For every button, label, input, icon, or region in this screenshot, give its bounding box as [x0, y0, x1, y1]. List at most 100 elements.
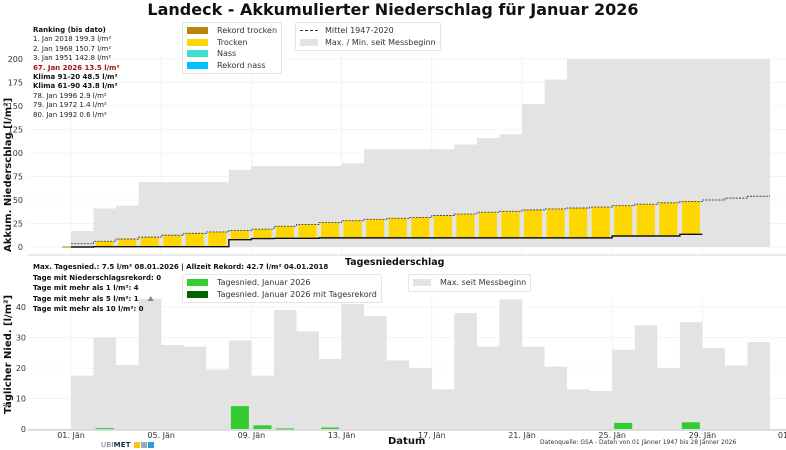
stat-line: Tage mit mehr als 10 l/m²: 0	[33, 305, 144, 313]
x-tick: 05. Jän	[147, 431, 175, 440]
trocken-bar	[185, 233, 204, 247]
legend-swatch-nass	[187, 50, 208, 58]
ranking-current: 67. Jan 2026 13.5 l/m²	[33, 63, 120, 72]
y-tick: 125	[8, 126, 23, 135]
y-tick: 175	[8, 79, 23, 88]
trocken-bar	[411, 217, 430, 238]
data-source: Datenquelle: GSA - Daten von 01 Jänner 1…	[540, 439, 737, 446]
stat-line: Tage mit Niederschlagsrekord: 0	[33, 273, 162, 282]
trocken-bar	[636, 204, 655, 237]
y-tick: 10	[16, 395, 26, 404]
trocken-bar	[321, 222, 340, 238]
x-tick: 01. Jän	[57, 431, 85, 440]
chart-title: Landeck - Akkumulierter Niederschlag für…	[147, 0, 639, 19]
legend-label: Rekord nass	[217, 60, 266, 70]
trocken-bar	[343, 220, 362, 238]
trocken-bar	[546, 208, 565, 238]
daily-precip-bar	[321, 427, 340, 429]
trocken-bar	[478, 212, 497, 238]
x-tick: 09. Jän	[238, 431, 266, 440]
y-tick: 50	[13, 196, 23, 205]
trocken-bar	[614, 205, 633, 237]
legend-label: Mittel 1947-2020	[325, 26, 394, 36]
bottom-y-axis-label: Täglicher Nied. [l/m²]	[3, 294, 14, 414]
logo-cloud-icon	[140, 442, 147, 448]
trocken-bar	[95, 241, 114, 247]
legend-item: Mittel 1947-2020	[300, 25, 436, 37]
top-y-axis-label: Akkum. Niederschlag [l/m²]	[3, 97, 14, 252]
ubimet-logo: UBI MET	[101, 441, 154, 449]
trocken-bar	[591, 207, 610, 238]
daily-precip-bar	[253, 425, 272, 429]
legend-item: Rekord nass	[187, 60, 277, 72]
max-envelope-area	[71, 59, 771, 247]
legend-item: Nass	[187, 48, 277, 60]
trocken-bar	[433, 215, 452, 238]
daily-precip-bar	[230, 406, 249, 429]
mean-line	[71, 195, 771, 245]
ranking-header: Ranking (bis dato)	[33, 26, 106, 34]
record-marker-icon	[147, 296, 154, 301]
legend-category: Rekord trocken Trocken Nass Rekord nass	[182, 22, 283, 74]
x-tick: 29. Jän	[689, 431, 717, 440]
trocken-bar	[253, 229, 272, 239]
legend-label: Tagesnied. Januar 2026 mit Tagesrekord	[217, 289, 377, 299]
start-marker	[62, 246, 71, 248]
legend-item: Max. / Min. seit Messbeginn	[300, 37, 436, 49]
legend-item: Trocken	[187, 37, 277, 49]
y-tick: 75	[13, 173, 23, 182]
trocken-bar	[659, 202, 678, 237]
ranking-entry: 80. Jan 1992 0.6 l/m²	[33, 110, 107, 119]
y-tick: 150	[8, 102, 23, 111]
x-tick: 21. Jän	[508, 431, 536, 440]
ranking-entry: 2. Jan 1968 150.7 l/m²	[33, 44, 112, 53]
logo-rain-icon	[147, 442, 154, 448]
y-tick: 20	[16, 364, 26, 373]
trocken-bar	[140, 237, 159, 247]
legend-label: Rekord trocken	[217, 26, 278, 36]
stat-line: Tage mit mehr als 5 l/m²: 1	[33, 294, 139, 303]
trocken-bar	[118, 239, 137, 247]
daily-stats: Max. Tagesnied.: 7.5 l/m² 08.01.2026 | A…	[33, 262, 328, 315]
legend-label: Max. / Min. seit Messbeginn	[325, 37, 436, 47]
daily-precip-bar	[681, 422, 700, 429]
y-tick: 0	[21, 425, 26, 434]
legend-swatch-rekord-nass	[187, 61, 208, 69]
y-tick: 25	[13, 220, 23, 229]
daily-precip-bar	[275, 428, 294, 430]
ranking-entry: 79. Jan 1972 1.4 l/m²	[33, 101, 107, 110]
y-tick: 40	[16, 303, 26, 312]
x-axis-label: Datum	[388, 436, 426, 447]
legend-label: Tagesnied. Januar 2026	[217, 278, 311, 288]
legend-swatch-trocken	[187, 38, 208, 46]
legend-item: Tagesnied. Januar 2026	[187, 277, 377, 289]
trocken-bar	[524, 209, 543, 238]
trocken-bar	[275, 226, 294, 239]
ranking-klima: Klima 61-90 43.8 l/m²	[33, 82, 118, 91]
legend-item: Tagesnied. Januar 2026 mit Tagesrekord	[187, 289, 377, 301]
trocken-bar	[388, 218, 407, 238]
stat-line: Max. Tagesnied.: 7.5 l/m² 08.01.2026 | A…	[33, 263, 329, 271]
trocken-bar	[681, 201, 700, 235]
legend-label: Max. seit Messbeginn	[440, 278, 527, 288]
legend-item: Max. seit Messbeginn	[413, 277, 526, 289]
trocken-bar	[230, 230, 249, 240]
trocken-bar	[298, 224, 317, 239]
logo-text: MET	[113, 441, 131, 449]
daily-precip-bar	[95, 428, 114, 430]
trocken-bar	[456, 214, 475, 238]
ranking-klima: Klima 91-20 48.5 l/m²	[33, 73, 118, 82]
bottom-chart-title: Tagesniederschlag	[345, 257, 445, 268]
logo-sun-icon	[133, 442, 140, 448]
y-tick: 30	[16, 334, 26, 343]
trocken-bar	[208, 231, 227, 247]
legend-reference: Mittel 1947-2020 Max. / Min. seit Messbe…	[295, 22, 441, 51]
y-tick: 0	[18, 243, 23, 252]
trocken-bar	[366, 219, 385, 238]
x-tick: 13. Jän	[328, 431, 356, 440]
logo-text: UBI	[101, 441, 114, 449]
legend-label: Trocken	[217, 37, 248, 47]
y-tick: 100	[8, 149, 23, 158]
daily-max-area	[71, 298, 771, 429]
